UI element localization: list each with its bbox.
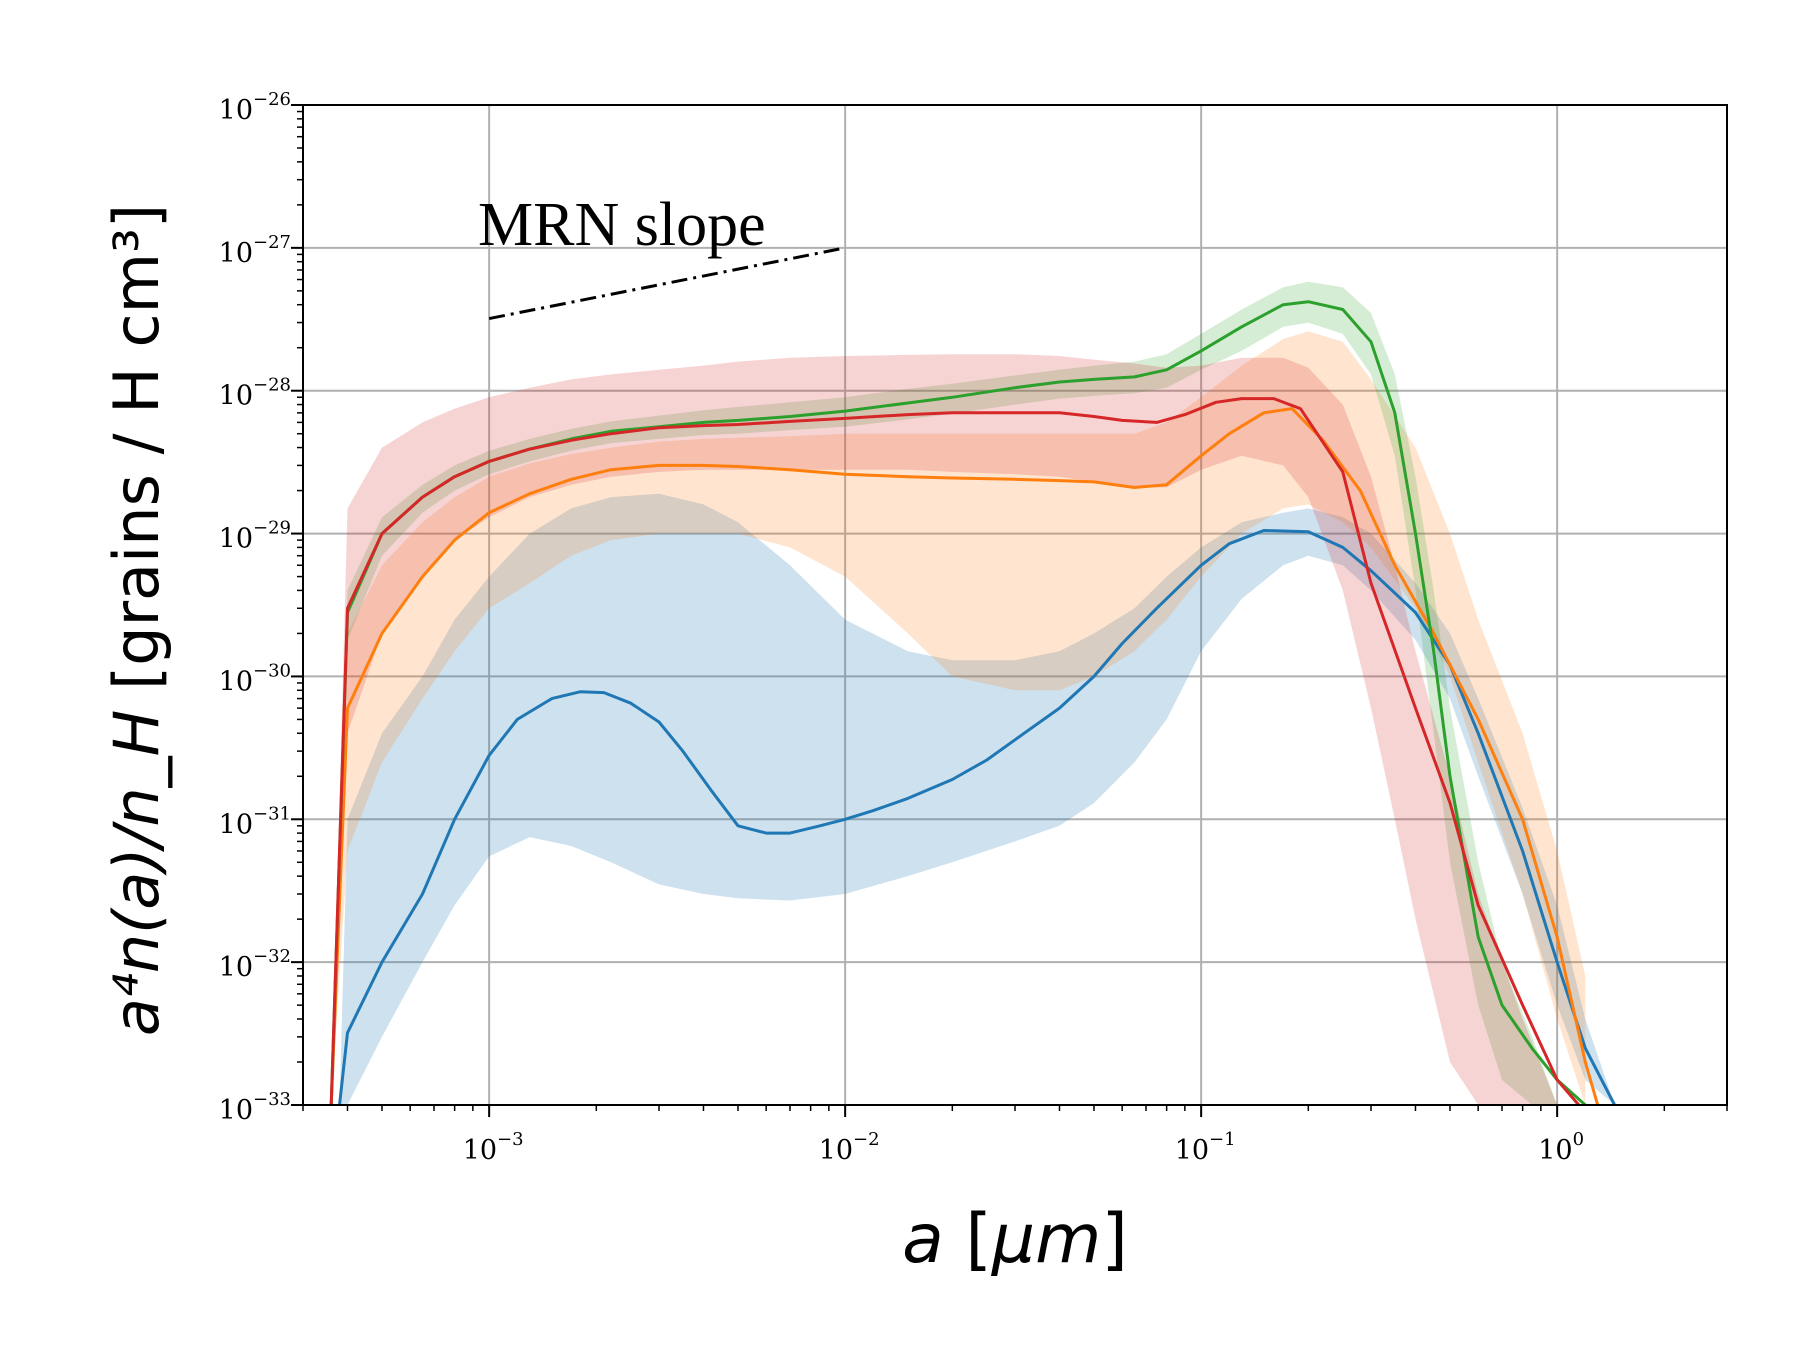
mrn-slope-line: [488, 246, 846, 321]
axis-tick-labels: 10−3 10−2 10−1 100 10−33 10−32 10−31 10−30 10−29…: [219, 89, 1584, 1166]
y-tick-label: 10−26: [219, 89, 291, 126]
x-tick-label: 10−3: [463, 1129, 524, 1166]
y-axis-title: a⁴n(a)/n_H [grains / H cm³]: [100, 204, 173, 1036]
plot-frame: [302, 104, 1728, 1106]
y-tick-label: 10−30: [219, 660, 291, 697]
mrn-slope-label: MRN slope: [478, 191, 766, 259]
y-tick-label: 10−33: [219, 1089, 291, 1126]
x-tick-label: 100: [1538, 1129, 1584, 1166]
y-tick-label: 10−28: [219, 375, 291, 412]
uncertainty-bands: [331, 281, 1615, 1105]
orange-band: [331, 331, 1586, 1105]
red-band: [331, 354, 1558, 1105]
axis-titles: a [μm] a⁴n(a)/n_H [grains / H cm³]: [100, 204, 1128, 1279]
series-line-orange: [329, 407, 1600, 1105]
y-tick-label: 10−31: [219, 803, 291, 840]
y-tick-label: 10−27: [219, 232, 291, 269]
x-tick-label: 10−1: [1175, 1129, 1236, 1166]
x-axis-title: a [μm]: [902, 1200, 1128, 1279]
blue-band: [339, 493, 1615, 1105]
series-blue: [338, 529, 1616, 1105]
grid: [303, 104, 1727, 1106]
mrn-slope-annotation: MRN slope: [478, 191, 846, 321]
x-tick-label: 10−2: [819, 1129, 880, 1166]
series-red: [329, 397, 1580, 1105]
series-lines: [329, 300, 1616, 1105]
plot-area: [329, 281, 1616, 1105]
y-tick-label: 10−32: [219, 946, 291, 983]
series-orange: [329, 407, 1600, 1105]
series-line-red: [329, 397, 1580, 1105]
y-tick-label: 10−29: [219, 518, 291, 555]
